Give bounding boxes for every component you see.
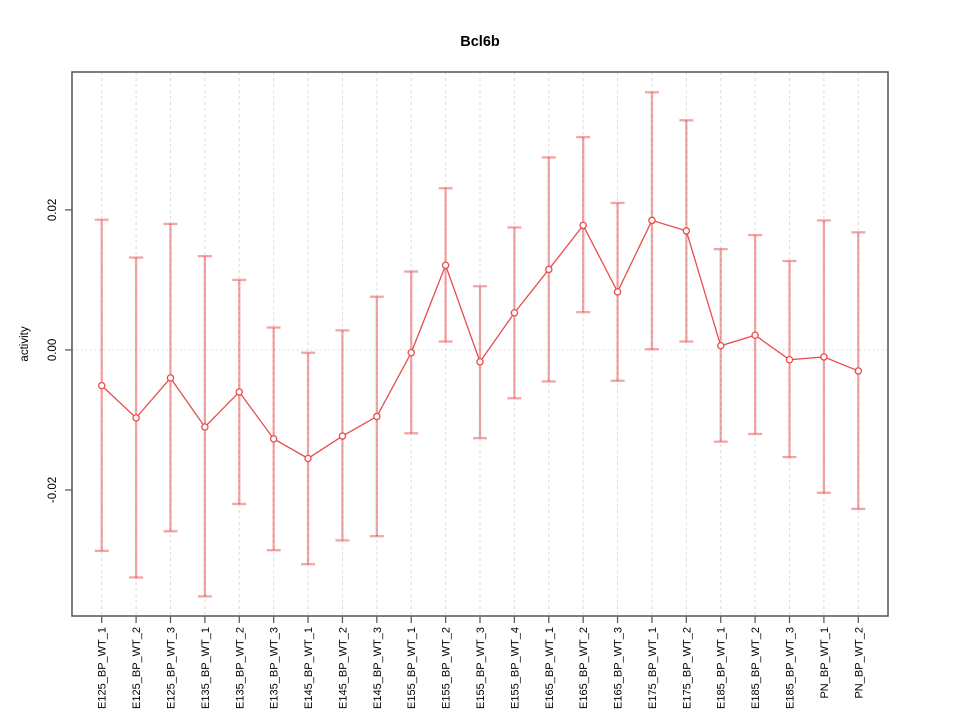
data-point (682, 227, 691, 235)
x-tick-label: E155_BP_WT_4 (509, 627, 521, 709)
x-tick-label: E135_BP_WT_1 (200, 627, 212, 709)
data-point (648, 216, 656, 225)
x-tick-label: E165_BP_WT_2 (578, 627, 590, 709)
data-point (545, 265, 553, 274)
data-point (201, 423, 209, 431)
x-tick-label: E185_BP_WT_2 (750, 627, 762, 709)
x-tick-label: PN_BP_WT_1 (819, 627, 831, 699)
data-point (132, 414, 140, 422)
x-tick-label: E135_BP_WT_3 (269, 627, 281, 709)
y-tick-label: 0.02 (47, 199, 59, 221)
data-point (716, 342, 725, 350)
x-tick-label: E165_BP_WT_3 (613, 627, 625, 709)
data-point (476, 358, 484, 366)
data-point (510, 309, 519, 317)
data-point (269, 435, 278, 443)
x-tick-label: E125_BP_WT_2 (131, 627, 143, 709)
data-point (785, 356, 794, 364)
x-tick-label: E175_BP_WT_1 (647, 627, 659, 709)
data-point (304, 454, 312, 463)
data-point (854, 367, 863, 375)
data-point (407, 349, 415, 357)
data-point (579, 221, 587, 230)
x-tick-label: E185_BP_WT_3 (785, 627, 797, 709)
data-point (751, 331, 759, 339)
data-point (613, 288, 622, 296)
x-tick-label: E145_BP_WT_3 (372, 627, 384, 709)
y-tick-label: -0.02 (47, 477, 59, 503)
data-point (820, 353, 828, 361)
data-point (441, 261, 450, 269)
x-tick-label: E125_BP_WT_1 (97, 627, 109, 709)
x-tick-label: E175_BP_WT_2 (681, 627, 693, 709)
x-tick-label: E165_BP_WT_1 (544, 627, 556, 709)
data-point (373, 412, 381, 421)
x-tick-label: E155_BP_WT_1 (406, 627, 418, 709)
x-tick-label: E135_BP_WT_2 (234, 627, 246, 709)
x-tick-label: E145_BP_WT_2 (337, 627, 349, 709)
x-tick-label: E185_BP_WT_1 (716, 627, 728, 709)
data-point (338, 432, 347, 440)
x-tick-label: E155_BP_WT_3 (475, 627, 487, 709)
x-tick-label: E155_BP_WT_2 (441, 627, 453, 709)
chart-title: Bcl6b (460, 34, 500, 50)
data-point (235, 388, 244, 396)
x-tick-label: PN_BP_WT_2 (853, 627, 865, 699)
data-point (166, 374, 175, 382)
y-tick-label: 0.00 (47, 339, 59, 361)
x-tick-label: E145_BP_WT_1 (303, 627, 315, 709)
x-tick-label: E125_BP_WT_3 (165, 627, 177, 709)
data-point (97, 381, 106, 390)
